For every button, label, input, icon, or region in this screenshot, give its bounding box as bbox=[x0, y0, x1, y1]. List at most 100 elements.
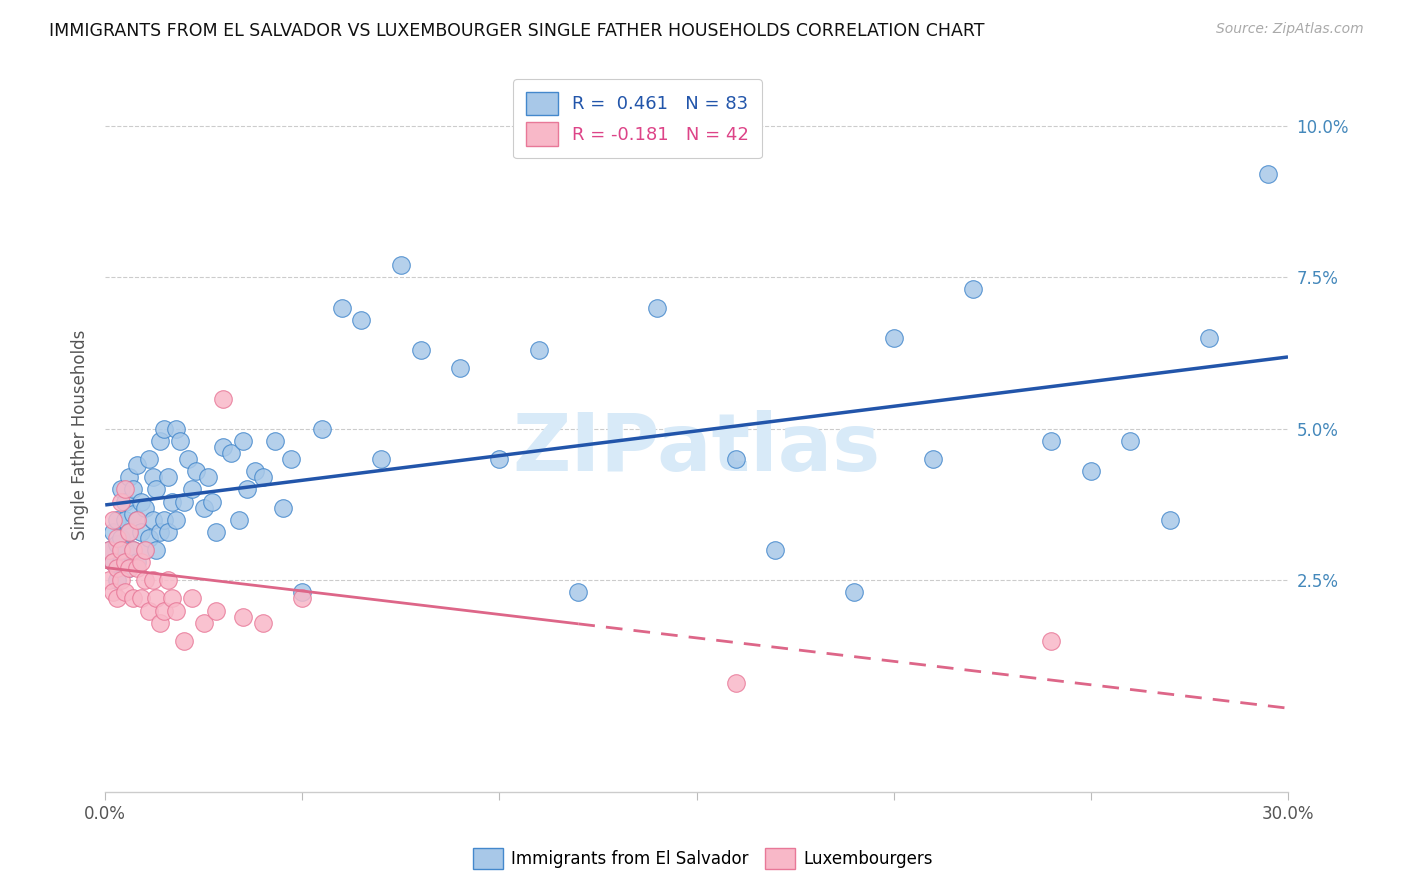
Point bbox=[252, 615, 274, 630]
Point bbox=[527, 343, 550, 357]
Point bbox=[101, 524, 124, 539]
Point bbox=[118, 470, 141, 484]
Point bbox=[157, 524, 180, 539]
Point bbox=[488, 452, 510, 467]
Point bbox=[153, 603, 176, 617]
Point bbox=[962, 283, 984, 297]
Point bbox=[291, 591, 314, 606]
Point bbox=[232, 434, 254, 448]
Point bbox=[110, 574, 132, 588]
Point bbox=[129, 555, 152, 569]
Point bbox=[118, 561, 141, 575]
Legend: Immigrants from El Salvador, Luxembourgers: Immigrants from El Salvador, Luxembourge… bbox=[463, 838, 943, 880]
Point bbox=[228, 513, 250, 527]
Point bbox=[105, 537, 128, 551]
Point bbox=[145, 483, 167, 497]
Point bbox=[125, 458, 148, 472]
Point bbox=[153, 422, 176, 436]
Point bbox=[149, 615, 172, 630]
Point bbox=[165, 422, 187, 436]
Point bbox=[212, 440, 235, 454]
Point bbox=[232, 609, 254, 624]
Point bbox=[197, 470, 219, 484]
Point bbox=[157, 470, 180, 484]
Point bbox=[370, 452, 392, 467]
Point bbox=[204, 603, 226, 617]
Point bbox=[141, 574, 163, 588]
Point bbox=[153, 513, 176, 527]
Point bbox=[350, 312, 373, 326]
Point bbox=[280, 452, 302, 467]
Point bbox=[110, 531, 132, 545]
Point bbox=[177, 452, 200, 467]
Point bbox=[1159, 513, 1181, 527]
Point bbox=[98, 543, 121, 558]
Point bbox=[134, 500, 156, 515]
Point bbox=[724, 452, 747, 467]
Point bbox=[134, 574, 156, 588]
Point bbox=[125, 513, 148, 527]
Point bbox=[141, 470, 163, 484]
Point bbox=[173, 633, 195, 648]
Point bbox=[105, 574, 128, 588]
Point bbox=[1257, 167, 1279, 181]
Legend: R =  0.461   N = 83, R = -0.181   N = 42: R = 0.461 N = 83, R = -0.181 N = 42 bbox=[513, 79, 762, 158]
Point bbox=[138, 531, 160, 545]
Point bbox=[145, 591, 167, 606]
Point bbox=[118, 561, 141, 575]
Point bbox=[157, 574, 180, 588]
Point bbox=[765, 543, 787, 558]
Point bbox=[114, 543, 136, 558]
Point bbox=[193, 615, 215, 630]
Point bbox=[409, 343, 432, 357]
Point bbox=[129, 524, 152, 539]
Point bbox=[138, 603, 160, 617]
Point bbox=[110, 483, 132, 497]
Point bbox=[101, 585, 124, 599]
Point bbox=[98, 543, 121, 558]
Text: Source: ZipAtlas.com: Source: ZipAtlas.com bbox=[1216, 22, 1364, 37]
Point bbox=[204, 524, 226, 539]
Point bbox=[567, 585, 589, 599]
Point bbox=[389, 258, 412, 272]
Point bbox=[263, 434, 285, 448]
Point bbox=[149, 434, 172, 448]
Point bbox=[1040, 633, 1063, 648]
Point bbox=[169, 434, 191, 448]
Point bbox=[311, 422, 333, 436]
Point bbox=[221, 446, 243, 460]
Point bbox=[118, 524, 141, 539]
Point bbox=[114, 483, 136, 497]
Point bbox=[105, 513, 128, 527]
Point bbox=[145, 543, 167, 558]
Point bbox=[134, 543, 156, 558]
Point bbox=[114, 494, 136, 508]
Point bbox=[114, 585, 136, 599]
Point bbox=[134, 543, 156, 558]
Point bbox=[149, 524, 172, 539]
Point bbox=[129, 591, 152, 606]
Point bbox=[110, 543, 132, 558]
Point bbox=[105, 531, 128, 545]
Point bbox=[114, 513, 136, 527]
Point bbox=[125, 555, 148, 569]
Point bbox=[1080, 464, 1102, 478]
Point bbox=[121, 483, 143, 497]
Point bbox=[645, 301, 668, 315]
Point bbox=[922, 452, 945, 467]
Point bbox=[138, 452, 160, 467]
Point bbox=[121, 507, 143, 521]
Point bbox=[129, 494, 152, 508]
Point bbox=[236, 483, 259, 497]
Point bbox=[1119, 434, 1142, 448]
Text: IMMIGRANTS FROM EL SALVADOR VS LUXEMBOURGER SINGLE FATHER HOUSEHOLDS CORRELATION: IMMIGRANTS FROM EL SALVADOR VS LUXEMBOUR… bbox=[49, 22, 984, 40]
Point bbox=[201, 494, 224, 508]
Point bbox=[125, 561, 148, 575]
Point bbox=[110, 494, 132, 508]
Point bbox=[98, 574, 121, 588]
Y-axis label: Single Father Households: Single Father Households bbox=[72, 330, 89, 540]
Point bbox=[724, 676, 747, 690]
Point bbox=[121, 591, 143, 606]
Point bbox=[114, 555, 136, 569]
Point bbox=[105, 561, 128, 575]
